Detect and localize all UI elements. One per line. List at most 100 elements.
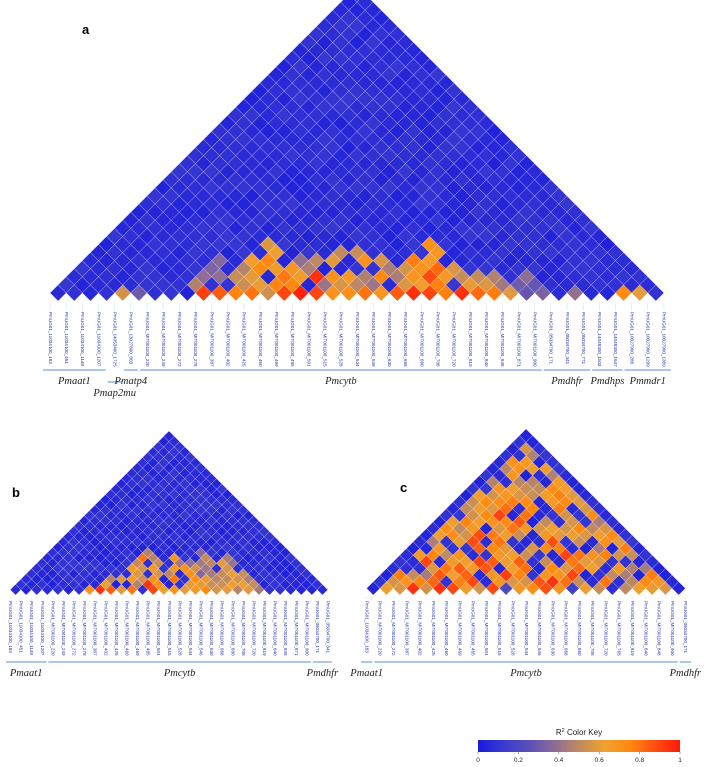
gene-label: Pmdhfr — [669, 668, 702, 679]
color-key-tick-label: 1 — [678, 757, 682, 764]
gene-label: Pmaat1 — [57, 376, 91, 387]
snp-label: PmUG01_MIT001100_668 — [564, 601, 569, 656]
snp-label: PmUG01_MIT001100_278 — [82, 601, 87, 656]
snp-label: PmUG01_11034100_451 — [64, 312, 69, 364]
snp-label: PmUG01_MIT001100_546 — [371, 312, 376, 367]
ld-cell — [647, 284, 665, 302]
snp-label: PmUG01_MIT001100_546 — [199, 601, 204, 656]
snp-label: PmUG01_11034100_183 — [48, 312, 53, 364]
snp-label: PmUG01_MIT001100_630 — [550, 601, 555, 656]
snp-label: PmUG01_MIT001100_387 — [209, 312, 214, 367]
snp-label: PmUG01_MIT001100_840 — [484, 312, 489, 367]
panel-letter: c — [400, 480, 407, 495]
ld-cell — [671, 581, 686, 596]
snp-label: PmUG01_05034700_341 — [325, 601, 330, 654]
panel-letter: b — [12, 485, 20, 500]
snp-label: PmUG01_MIT001100_249 — [161, 312, 166, 367]
snp-label: PmUG01_MIT001100_871 — [294, 601, 299, 656]
snp-label: PmUG01_MIT001100_819 — [630, 601, 635, 656]
color-key-tick-label: 0.4 — [554, 757, 563, 764]
snp-label: PmUG01_14053400_1725 — [112, 312, 117, 367]
snp-label: PmUG01_11034100_1207 — [40, 601, 45, 656]
snp-label: PmUG01_05034700_341 — [565, 312, 570, 365]
snp-label: PmUG01_14048300_1647 — [613, 312, 618, 367]
snp-label: PmUG01_MIT001100_402 — [418, 601, 423, 656]
snp-label: PmUG01_MIT001100_848 — [657, 601, 662, 656]
snp-label: PmUG01_MIT001100_534 — [524, 601, 529, 656]
snp-label: PmUG01_MIT001100_220 — [378, 601, 383, 656]
snp-label: PmUG01_MIT001100_272 — [72, 601, 77, 656]
snp-label: PmUG01_10027900_288 — [629, 312, 634, 365]
gene-label: Pmcytb — [324, 376, 357, 387]
snp-label: PmUG01_MIT001100_469 — [135, 601, 140, 656]
gene-label: Pmcytb — [163, 668, 196, 679]
gene-label: Pmdhps — [589, 376, 624, 387]
snp-label: PmUG01_MIT001100_469 — [457, 601, 462, 656]
snp-label: PmUG01_MIT001100_680 — [577, 601, 582, 656]
color-key-bar — [478, 740, 680, 752]
snp-label: PmUG01_05034700_771 — [581, 312, 586, 365]
snp-label: PmUG01_11034100_1148 — [80, 312, 85, 366]
snp-label: PmUG01_MIT001100_469 — [274, 312, 279, 367]
snp-label: PmUG01_MIT001100_630 — [209, 601, 214, 656]
snp-label: PmUG01_MIT001100_402 — [103, 601, 108, 656]
ld-cell — [316, 584, 328, 596]
snp-label: PmUG01_MIT001100_402 — [226, 312, 231, 367]
snp-label: PmUG01_MIT001100_668 — [403, 312, 408, 367]
color-key: R2 Color Key 0 0.2 0.4 0.6 0.8 1 — [476, 728, 682, 764]
snp-label: PmUG01_MIT001100_387 — [404, 601, 409, 656]
snp-label: PmUG01_MIT001100_501 — [306, 312, 311, 367]
snp-label: PmUG01_MIT001100_272 — [391, 601, 396, 656]
gene-label: Pmap2mu — [92, 388, 136, 399]
snp-label: PmUG01_MIT001100_387 — [93, 601, 98, 656]
snp-label: PmUG01_MIT001100_840 — [273, 601, 278, 656]
snp-label: PmUG01_MIT001100_720 — [251, 601, 256, 656]
snp-label: PmUG01_05034700_171 — [315, 601, 320, 654]
gene-label: Pmaat1 — [349, 668, 383, 679]
ld-panel-a: a PmUG01_11034100_183 PmUG01_11034100_451 P… — [43, 0, 671, 399]
snp-label: PmUG01_MIT001100_515 — [497, 601, 502, 656]
snp-label: PmUG01_MIT001100_501 — [156, 601, 161, 656]
gene-label: Pmcytb — [509, 668, 542, 679]
snp-label: PmUG01_MIT001100_668 — [220, 601, 225, 656]
gene-label: Pmdhfr — [306, 668, 339, 679]
color-key-tick-label: 0 — [476, 757, 480, 764]
snp-label: PmUG01_MIT001100_425 — [431, 601, 436, 656]
snp-label: PmUG01_MIT001100_501 — [484, 601, 489, 656]
snp-label: PmUG01_MIT001100_460 — [124, 601, 129, 656]
snp-label: PmUG01_MIT001100_485 — [146, 601, 151, 656]
color-key-tick-label: 0.2 — [514, 757, 523, 764]
snp-label: PmUG01_11034100_183 — [364, 601, 369, 653]
snp-label: PmUG01_MIT001100_515 — [322, 312, 327, 367]
snp-label: PmUG01_MIT001100_528 — [511, 601, 516, 656]
snp-label: PmUG01_MIT001100_819 — [468, 312, 473, 367]
snp-label: PmUG01_MIT001100_272 — [177, 312, 182, 367]
ld-panel-c: c PmUG01_11034100_183 PmUG01_MIT001100_220… — [349, 428, 702, 679]
snp-label: PmUG01_11034100_1207 — [96, 312, 101, 367]
gene-label: Pmdhfr — [550, 376, 583, 387]
snp-label: PmUG01_MIT001100_485 — [471, 601, 476, 656]
snp-label: PmUG01_MIT001100_534 — [355, 312, 360, 367]
snp-label: PmUG01_10027900_1299 — [646, 312, 651, 367]
snp-label: PmUG01_05034700_171 — [549, 312, 554, 365]
gene-label: Pmmdr1 — [629, 376, 666, 387]
snp-label: PmUG01_MIT001100_848 — [283, 601, 288, 656]
snp-label: PmUG01_11034100_451 — [19, 601, 24, 653]
ld-panel-b: b PmUG01_11034100_183 PmUG01_11034100_451 P… — [6, 430, 339, 679]
snp-label: PmUG01_MIT001100_425 — [114, 601, 119, 656]
snp-label: PmUG01_11034100_183 — [8, 601, 13, 653]
snp-label: PmUG01_MIT001100_220 — [145, 312, 150, 367]
snp-label: PmUG01_MIT001100_900 — [670, 601, 675, 656]
snp-label: PmUG01_MIT001100_680 — [419, 312, 424, 367]
snp-label: PmUG01_MIT001100_485 — [290, 312, 295, 367]
gene-label: Pmatp4 — [114, 376, 148, 387]
snp-label: PmUG01_MIT001100_546 — [537, 601, 542, 656]
snp-label: PmUG01_10027900_1389 — [662, 312, 667, 367]
gene-label: Pmaat1 — [9, 668, 43, 679]
snp-label: PmUG01_MIT001100_900 — [532, 312, 537, 367]
snp-label: PmUG01_MIT001100_460 — [444, 601, 449, 656]
snp-label: PmUG01_MIT001100_840 — [643, 601, 648, 656]
snp-label: PmUG01_MIT001100_708 — [436, 312, 441, 367]
snp-label: PmUG01_14048300_1103 — [597, 312, 602, 367]
